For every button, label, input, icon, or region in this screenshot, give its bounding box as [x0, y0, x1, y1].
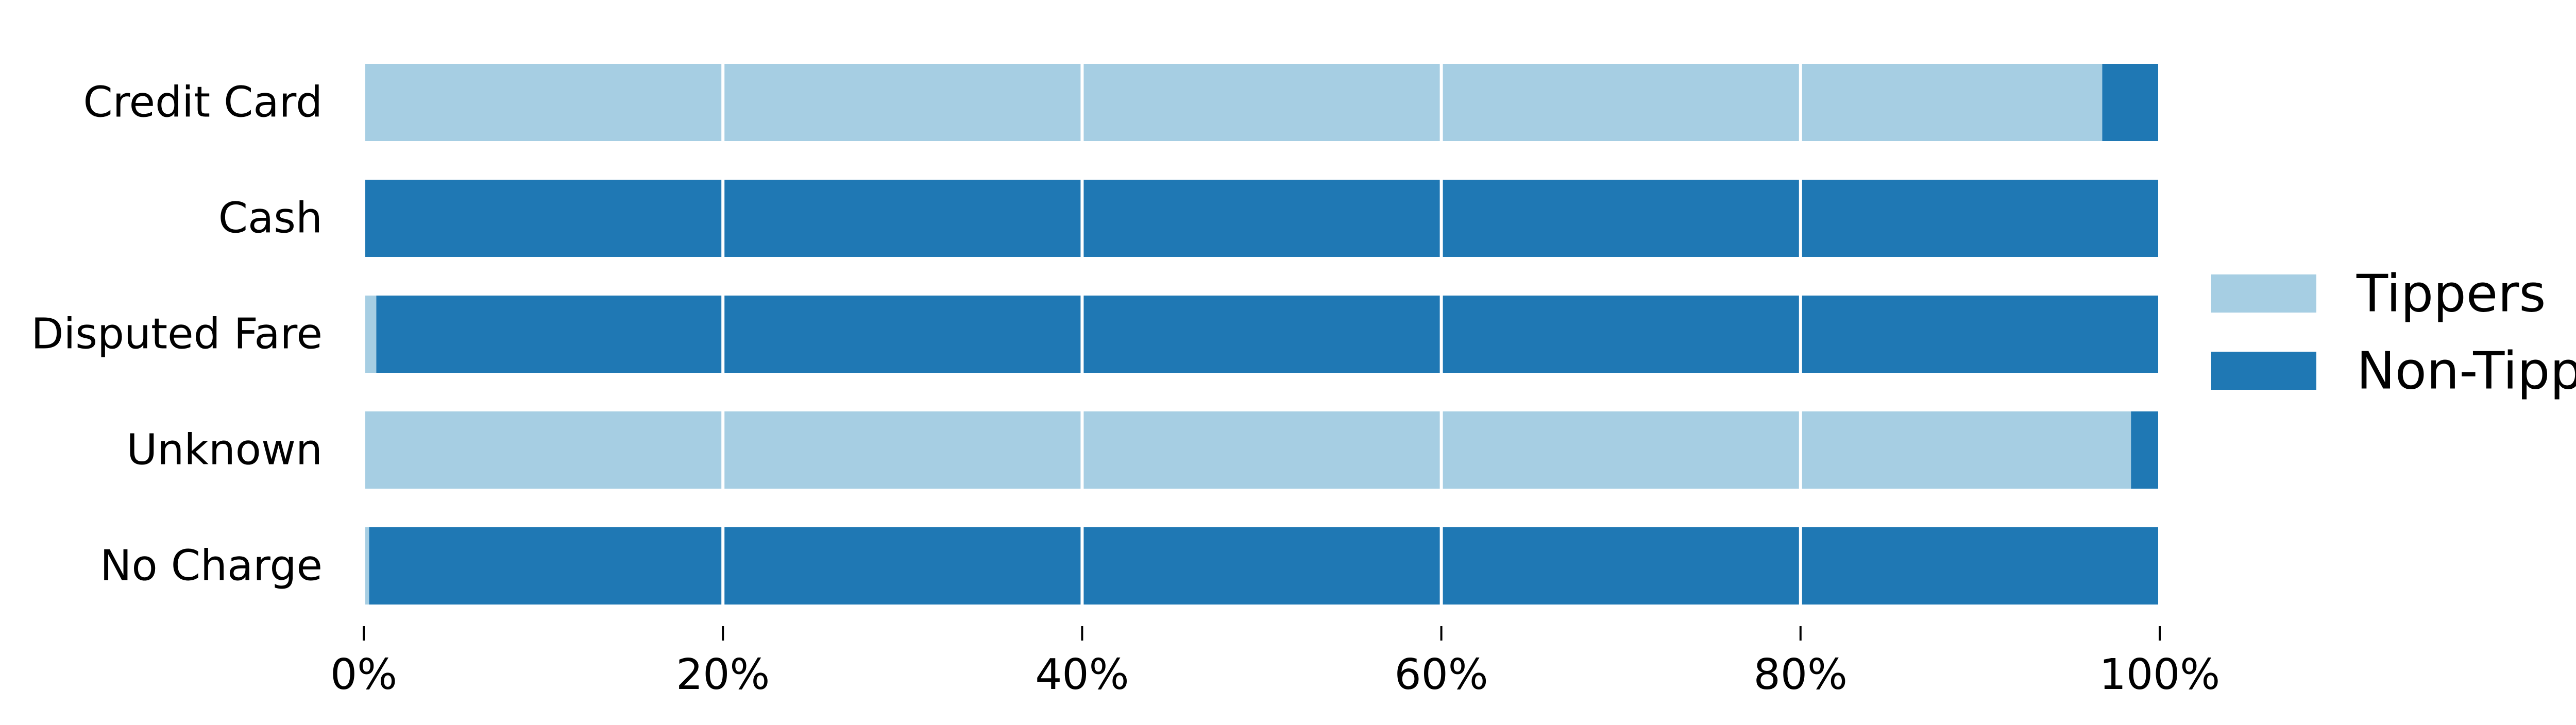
category-label: Credit Card: [83, 78, 323, 127]
bar-tippers-credit-card: [364, 64, 2103, 141]
legend-swatch-non-tippers: [2211, 352, 2316, 390]
grid-layer: [362, 59, 2161, 610]
bar-tippers-disputed-fare: [364, 296, 377, 373]
category-label: No Charge: [100, 542, 323, 591]
x-axis: 0% 20% 40% 60% 80% 100%: [330, 626, 2220, 699]
x-tick-label: 20%: [676, 650, 770, 699]
bar-non-tippers-no-charge: [369, 527, 2160, 605]
x-tick-label: 80%: [1754, 650, 1848, 699]
legend-label-tippers: Tippers: [2356, 264, 2546, 324]
category-label: Cash: [218, 194, 323, 243]
bar-tippers-unknown: [364, 411, 2131, 489]
x-tick-label: 60%: [1394, 650, 1488, 699]
bar-non-tippers-disputed-fare: [376, 296, 2160, 373]
legend-swatch-tippers: [2211, 274, 2316, 313]
bar-non-tippers-unknown: [2131, 411, 2160, 489]
bars-layer: [364, 64, 2160, 605]
bar-non-tippers-cash: [364, 180, 2160, 257]
x-tick-label: 0%: [330, 650, 397, 699]
x-tick-label: 40%: [1035, 650, 1129, 699]
x-tick-label: 100%: [2099, 650, 2220, 699]
category-label: Unknown: [126, 426, 323, 475]
legend-label-non-tippers: Non-Tippers: [2357, 341, 2576, 401]
category-label: Disputed Fare: [31, 310, 323, 359]
y-axis: Credit Card Cash Disputed Fare Unknown No Ch…: [31, 78, 323, 591]
bar-non-tippers-credit-card: [2102, 64, 2160, 141]
bar-tippers-no-charge: [364, 527, 369, 605]
legend: Tippers Non-Tippers: [2211, 264, 2576, 401]
